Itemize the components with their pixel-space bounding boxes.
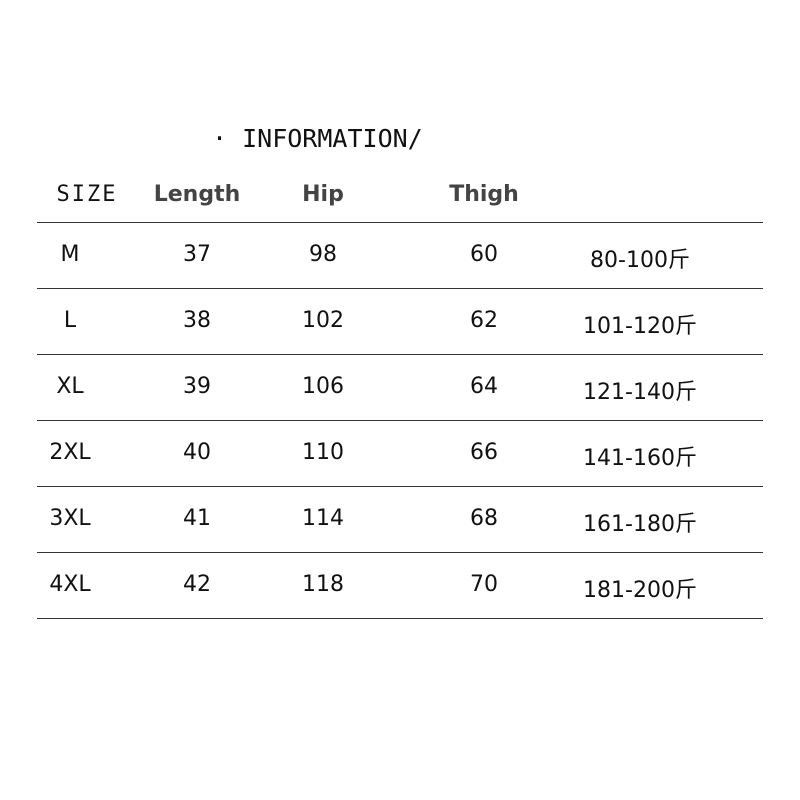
cell-thigh: 60 xyxy=(470,242,498,267)
header-hip: Hip xyxy=(302,182,344,207)
cell-length: 41 xyxy=(183,506,211,531)
row-divider xyxy=(37,420,763,421)
cell-weight: 80-100斤 xyxy=(590,248,690,273)
cell-weight: 141-160斤 xyxy=(583,446,697,471)
cell-hip: 114 xyxy=(302,506,344,531)
cell-thigh: 70 xyxy=(470,572,498,597)
cell-size: 3XL xyxy=(49,506,91,531)
row-divider xyxy=(37,552,763,553)
cell-weight: 121-140斤 xyxy=(583,380,697,405)
cell-size: 4XL xyxy=(49,572,91,597)
cell-thigh: 68 xyxy=(470,506,498,531)
cell-length: 39 xyxy=(183,374,211,399)
cell-length: 40 xyxy=(183,440,211,465)
row-divider xyxy=(37,222,763,223)
cell-length: 42 xyxy=(183,572,211,597)
cell-thigh: 62 xyxy=(470,308,498,333)
cell-size: L xyxy=(63,308,77,333)
cell-size: 2XL xyxy=(49,440,91,465)
row-divider xyxy=(37,354,763,355)
cell-weight: 101-120斤 xyxy=(583,314,697,339)
row-divider xyxy=(37,486,763,487)
cell-hip: 106 xyxy=(302,374,344,399)
cell-length: 37 xyxy=(183,242,211,267)
chart-title: · INFORMATION/ xyxy=(212,124,423,153)
cell-hip: 102 xyxy=(302,308,344,333)
row-divider xyxy=(37,288,763,289)
cell-thigh: 64 xyxy=(470,374,498,399)
cell-length: 38 xyxy=(183,308,211,333)
header-thigh: Thigh xyxy=(449,182,519,207)
cell-weight: 181-200斤 xyxy=(583,578,697,603)
cell-size: XL xyxy=(56,374,84,399)
cell-thigh: 66 xyxy=(470,440,498,465)
header-size: SIZE xyxy=(56,182,118,207)
row-divider xyxy=(37,618,763,619)
cell-size: M xyxy=(60,242,80,267)
header-length: Length xyxy=(153,182,241,207)
cell-hip: 110 xyxy=(302,440,344,465)
cell-hip: 98 xyxy=(309,242,337,267)
cell-weight: 161-180斤 xyxy=(583,512,697,537)
cell-hip: 118 xyxy=(302,572,344,597)
